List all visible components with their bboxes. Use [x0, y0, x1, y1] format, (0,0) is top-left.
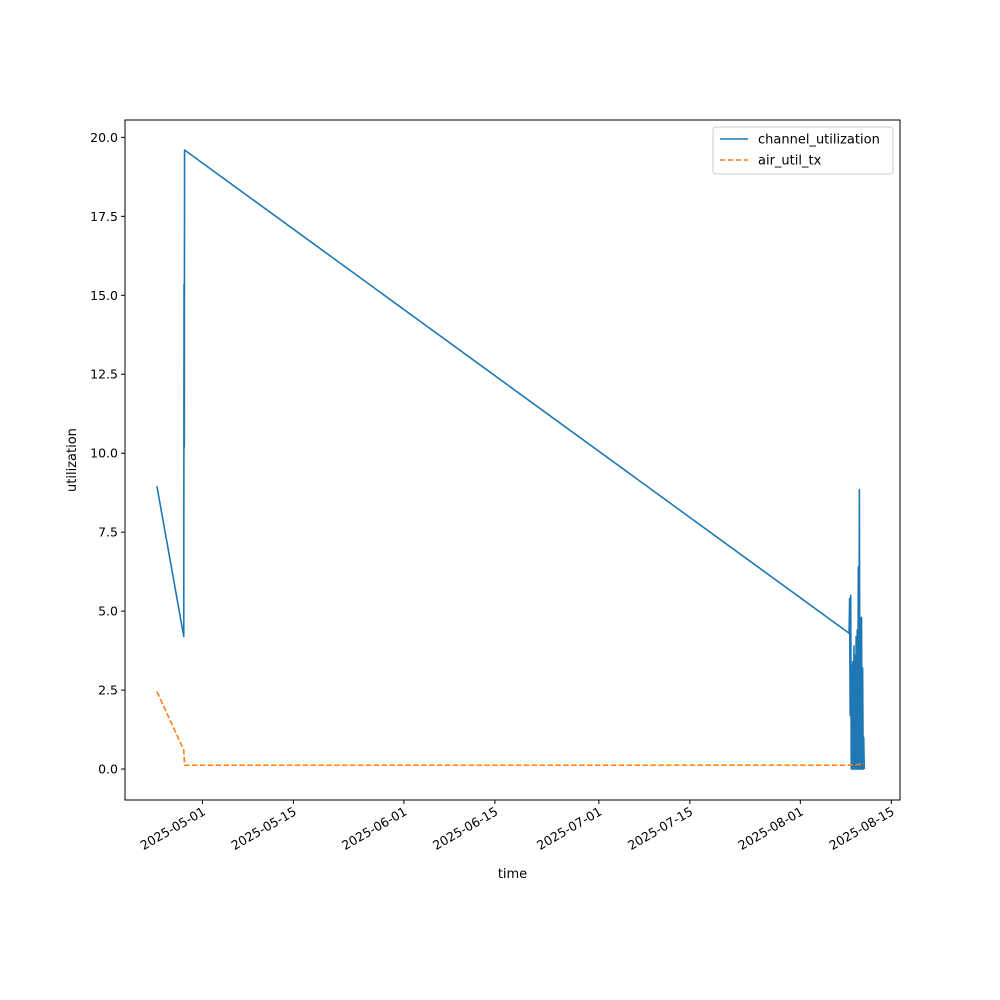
y-tick-label: 2.5: [98, 683, 118, 698]
series-line-channel_utilization: [156, 149, 866, 770]
y-axis-label: utilization: [65, 428, 80, 492]
legend-label-air_util_tx: air_util_tx: [758, 154, 822, 169]
series-line-air_util_tx: [156, 691, 865, 767]
y-tick-label: 0.0: [98, 762, 118, 777]
series-layer: [156, 149, 866, 770]
axes-frame: [124, 119, 901, 801]
y-tick-label: 20.0: [90, 130, 118, 145]
y-tick-label: 12.5: [90, 367, 118, 382]
legend: channel_utilization air_util_tx: [712, 126, 894, 175]
y-tick-label: 10.0: [90, 446, 118, 461]
y-tick-label: 17.5: [90, 209, 118, 224]
x-axis-label: time: [498, 867, 527, 882]
y-tick-label: 7.5: [98, 525, 118, 540]
legend-label-channel_utilization: channel_utilization: [758, 133, 880, 148]
y-axis: 0.0 2.5 5.0 7.5 10.0 12.5 15.0 17.5 20.0: [90, 130, 125, 777]
y-tick-label: 15.0: [90, 288, 118, 303]
plot-area: [124, 119, 901, 801]
legend-box: [712, 126, 894, 175]
y-tick-label: 5.0: [98, 604, 118, 619]
